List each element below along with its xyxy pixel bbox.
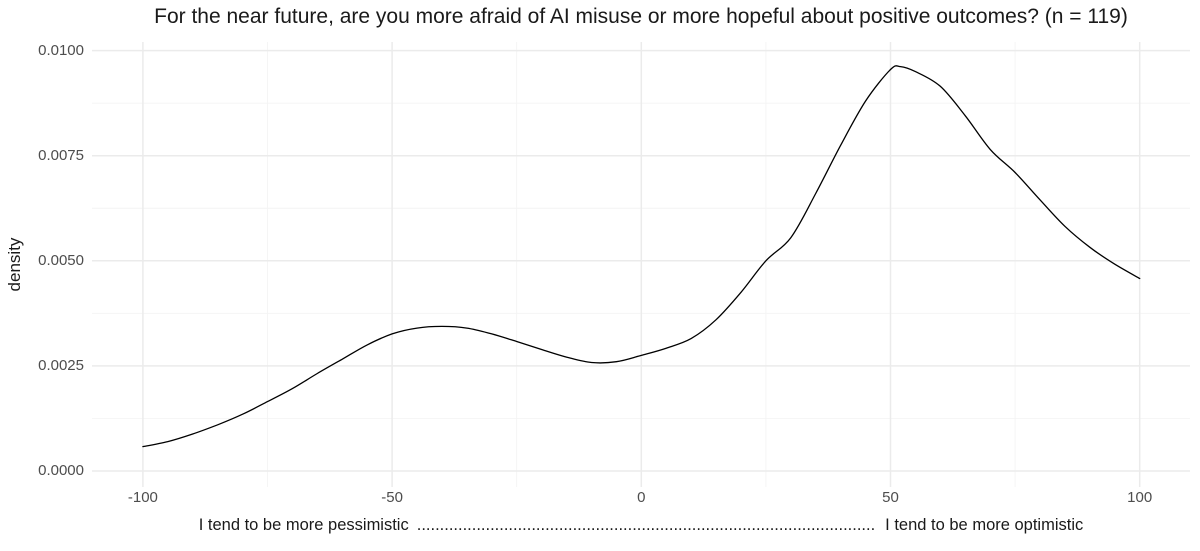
y-tick-label: 0.0025 xyxy=(38,356,84,374)
plot-title: For the near future, are you more afraid… xyxy=(154,5,1128,28)
y-tick-label: 0.0050 xyxy=(38,251,84,269)
y-tick-label: 0.0000 xyxy=(38,462,84,479)
x-axis-label-optimistic: I tend to be more optimistic xyxy=(885,516,1084,534)
x-tick-label: -100 xyxy=(127,489,158,506)
x-tick-label: 50 xyxy=(882,489,899,506)
x-axis-label-dots: ........................................… xyxy=(416,516,876,534)
x-tick-label: 0 xyxy=(637,489,646,506)
x-tick-label: -50 xyxy=(381,489,403,506)
x-axis-label-pessimistic: I tend to be more pessimistic xyxy=(198,516,409,534)
y-tick-label: 0.0075 xyxy=(38,146,84,164)
density-curve xyxy=(142,65,1141,448)
y-tick-label: 0.0100 xyxy=(38,41,84,59)
x-tick-label: 100 xyxy=(1127,489,1153,506)
x-axis-title: I tend to be more pessimistic...........… xyxy=(92,516,1190,535)
